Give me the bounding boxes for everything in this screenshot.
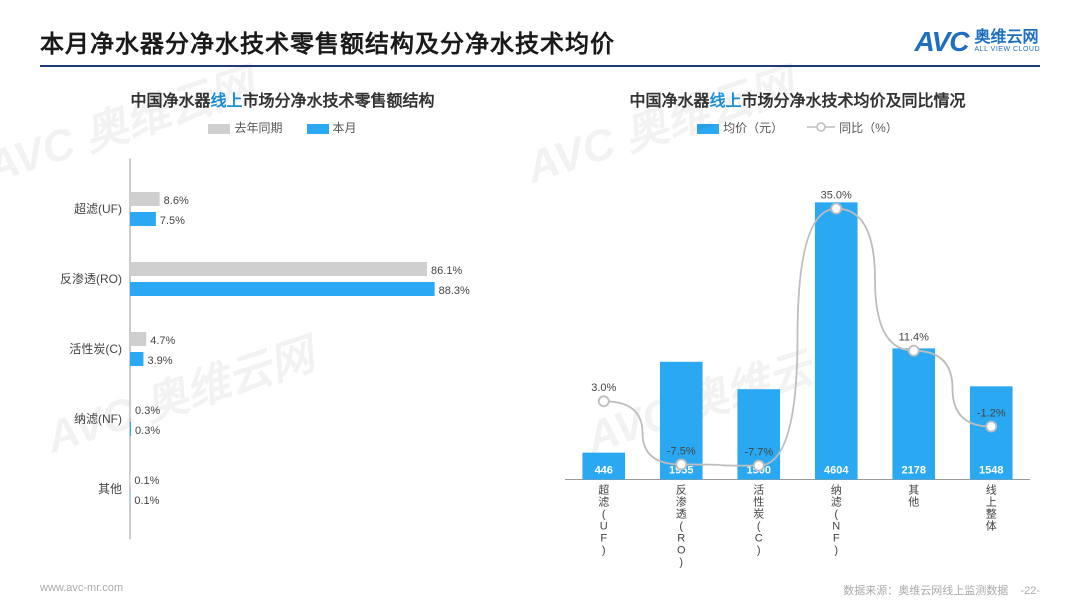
- price-value: 446: [595, 465, 613, 477]
- bar-value: 0.3%: [135, 405, 160, 417]
- logo-en: ALL VIEW CLOUD: [975, 46, 1040, 53]
- bar-value: 3.9%: [147, 355, 172, 367]
- logo-mark: AVC: [914, 26, 968, 58]
- bar-value: 0.1%: [134, 495, 159, 507]
- swatch-prev: [208, 124, 230, 134]
- right-legend: 均价（元） 同比（%）: [555, 119, 1040, 136]
- yoy-value: 35.0%: [821, 190, 852, 202]
- title-part-accent: 线上: [210, 93, 242, 110]
- category-label: 超滤(UF): [598, 483, 609, 557]
- yoy-marker: [986, 422, 996, 432]
- header: 本月净水器分净水技术零售额结构及分净水技术均价 AVC 奥维云网 ALL VIE…: [40, 24, 1040, 67]
- legend-label: 本月: [333, 121, 357, 135]
- legend-label: 去年同期: [234, 121, 282, 135]
- bar-prev: [130, 402, 131, 416]
- swatch-line: [807, 122, 835, 132]
- title-part: 市场分净水技术均价及同比情况: [742, 93, 966, 110]
- title-part: 市场分净水技术零售额结构: [243, 93, 435, 110]
- bar-value: 8.6%: [164, 195, 189, 207]
- yoy-value: 3.0%: [591, 382, 616, 394]
- category-label: 纳滤(NF): [831, 484, 842, 557]
- yoy-marker: [676, 459, 686, 469]
- category-label: 活性炭(C): [69, 342, 122, 356]
- yoy-value: -7.5%: [667, 445, 696, 457]
- bar-prev: [130, 192, 160, 206]
- swatch-bar: [697, 124, 719, 134]
- footer-source: 数据来源：奥维云网线上监测数据: [843, 585, 1008, 597]
- bar-prev: [130, 332, 146, 346]
- category-label: 其他: [908, 484, 919, 509]
- legend-item-line: 同比（%）: [807, 119, 898, 136]
- right-chart-title: 中国净水器线上市场分净水技术均价及同比情况: [555, 87, 1040, 111]
- bar-curr: [130, 212, 156, 226]
- bar-value: 4.7%: [150, 335, 175, 347]
- price-bar: [892, 348, 935, 479]
- legend-item-curr: 本月: [307, 119, 357, 136]
- right-chart-body: 446超滤(UF)1955反渗透(RO)1500活性炭(C)4604纳滤(NF)…: [555, 146, 1040, 552]
- bar-curr: [130, 422, 131, 436]
- bar-curr: [130, 352, 143, 366]
- charts-row: 中国净水器线上市场分净水技术零售额结构 去年同期 本月 8.6%7.5%超滤(U…: [40, 87, 1040, 547]
- category-label: 超滤(UF): [74, 201, 122, 216]
- category-label: 反渗透(RO): [60, 271, 122, 286]
- bar-value: 86.1%: [431, 265, 462, 277]
- bar-value: 88.3%: [439, 285, 470, 297]
- legend-label: 均价（元）: [723, 121, 783, 135]
- right-chart: 中国净水器线上市场分净水技术均价及同比情况 均价（元） 同比（%） 446超滤(…: [555, 87, 1040, 547]
- category-label: 其他: [98, 482, 122, 496]
- title-part-accent: 线上: [709, 93, 741, 110]
- yoy-marker: [599, 396, 609, 406]
- yoy-marker: [831, 204, 841, 214]
- yoy-value: -1.2%: [977, 408, 1006, 420]
- price-bar: [815, 202, 858, 479]
- title-part: 中国净水器: [130, 93, 210, 110]
- bar-value: 0.1%: [134, 475, 159, 487]
- swatch-curr: [307, 124, 329, 134]
- left-chart-title: 中国净水器线上市场分净水技术零售额结构: [40, 87, 525, 111]
- bar-prev: [130, 262, 427, 276]
- yoy-marker: [909, 346, 919, 356]
- bar-value: 0.3%: [135, 425, 160, 437]
- title-part: 中国净水器: [629, 93, 709, 110]
- price-value: 1548: [979, 465, 1003, 477]
- yoy-value: -7.7%: [744, 447, 773, 459]
- legend-label: 同比（%）: [839, 121, 898, 135]
- left-chart: 中国净水器线上市场分净水技术零售额结构 去年同期 本月 8.6% 7.5% 超滤(U…: [40, 87, 525, 547]
- yoy-marker: [754, 461, 764, 471]
- price-value: 2178: [902, 465, 926, 477]
- category-label: 纳滤(NF): [74, 412, 122, 426]
- footer: www.avc-mr.com 数据来源：奥维云网线上监测数据 -22-: [40, 582, 1040, 598]
- yoy-value: 11.4%: [899, 332, 930, 344]
- legend-item-prev: 去年同期: [208, 119, 282, 136]
- page-title: 本月净水器分净水技术零售额结构及分净水技术均价: [40, 24, 615, 59]
- legend-item-bar: 均价（元）: [697, 119, 783, 136]
- category-label: 线上整体: [986, 483, 997, 533]
- bar-curr: [130, 282, 435, 296]
- left-chart-body: 8.6% 7.5% 超滤(UF) 86.1% 88.3% 反渗透(RO) 4.7% 3.9% 活…: [40, 146, 525, 552]
- logo-zh: 奥维云网: [975, 30, 1040, 46]
- brand-logo: AVC 奥维云网 ALL VIEW CLOUD: [914, 26, 1040, 58]
- footer-page: -22-: [1020, 585, 1040, 597]
- category-label: 反渗透(RO): [676, 484, 687, 569]
- footer-url: www.avc-mr.com: [40, 582, 123, 598]
- category-label: 活性炭(C): [753, 484, 764, 557]
- price-value: 4604: [824, 465, 849, 477]
- bar-value: 7.5%: [160, 215, 185, 227]
- left-legend: 去年同期 本月: [40, 119, 525, 136]
